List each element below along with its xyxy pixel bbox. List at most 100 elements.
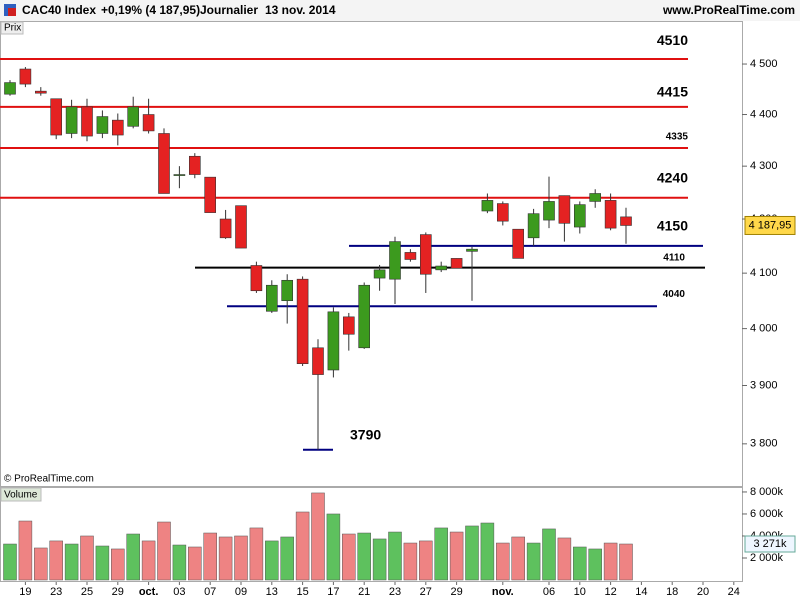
level-label: 4240 [657,169,688,185]
candle-body [158,133,170,194]
change: +0,19% (4 187,95) [101,3,200,17]
level-label: 4040 [663,289,686,300]
volume-bar [542,528,556,581]
candle-body [219,218,232,239]
x-tick-label: 24 [728,586,740,598]
volume-bar [403,542,418,581]
x-tick-label: 17 [327,586,339,598]
current-value-label: 3 271k [753,538,787,550]
candle-body [435,265,448,271]
volume-bar [357,532,371,581]
panel-tag [0,487,42,502]
volume-bar [573,546,587,581]
volume-bar [419,540,433,581]
volume-bar [172,544,187,581]
volume-bar [480,522,495,581]
current-value-box [744,215,796,235]
panel-label: Volume [4,490,38,501]
candle-body [450,258,463,269]
volume-bar [280,536,294,581]
candle-body [620,216,632,226]
volume-bar [157,521,171,581]
volume-bar [388,531,402,581]
candle-body [512,228,525,259]
x-tick-label: 20 [697,586,709,598]
volume-bar [80,535,94,581]
y-tick-label: 2 000k [750,552,784,564]
volume-bar [265,540,279,581]
candle-body [589,193,602,202]
candle-body [558,195,571,224]
x-tick-label: oct. [139,586,159,598]
panel-tag [0,21,24,35]
y-tick-label: 4 400 [750,108,778,120]
candle-body [496,203,509,222]
candle-body [173,174,186,176]
y-tick-label: 6 000k [750,508,784,520]
x-tick-label: 27 [420,586,432,598]
level-label: 3790 [350,426,381,442]
volume-bar [34,547,48,581]
volume-bar [95,545,110,581]
candle-body [404,252,417,260]
candle-body [419,234,432,275]
y-tick-label: 3 800 [750,438,778,450]
date: 13 nov. 2014 [265,3,336,17]
x-tick-label: 07 [204,586,216,598]
y-tick-label: 4 300 [750,160,778,172]
x-tick-label: 12 [604,586,616,598]
price-frame [0,21,743,487]
candle-body [34,90,47,94]
y-tick-label: 4 100 [750,267,778,279]
current-value-box [744,535,796,553]
x-tick-label: 29 [450,586,462,598]
candle-body [4,82,16,95]
volume-bar [372,538,387,581]
watermark: © ProRealTime.com [4,474,94,485]
x-tick-label: 18 [666,586,678,598]
candle-body [204,176,216,213]
volume-bar [342,533,356,581]
volume-bar [141,540,156,581]
volume-bar [449,531,464,581]
candle-body [543,201,555,221]
x-tick-label: 14 [635,586,647,598]
volume-bar [311,492,325,581]
volume-bar [18,520,33,581]
volume-bar [496,542,510,581]
x-tick-label: 03 [173,586,185,598]
candle-body [342,316,355,335]
candle-body [281,279,294,302]
level-label: 4510 [657,32,688,48]
site: www.ProRealTime.com [662,3,795,17]
volume-frame [0,487,743,582]
x-tick-label: 23 [50,586,62,598]
y-tick-label: 4 000 [750,323,778,335]
x-tick-label: 10 [574,586,586,598]
candle-body [65,106,78,134]
x-tick-label: 15 [296,586,308,598]
candle-body [604,200,617,229]
x-tick-label: 21 [358,586,370,598]
period: Journalier [200,3,258,17]
volume-bar [465,525,479,581]
level-label: 4110 [663,252,685,263]
candle-body [481,200,494,212]
volume-bar [111,548,125,581]
volume-bar [203,532,217,581]
candle-body [389,241,401,280]
candle-body [573,204,586,228]
candle-body [19,68,32,85]
volume-bar [234,535,248,581]
candle-body [81,106,93,137]
volume-bar [434,527,448,581]
volume-bar [326,513,341,581]
candle-body [127,106,139,127]
candle-body [527,213,540,239]
x-tick-label: 23 [389,586,401,598]
candle-body [312,347,324,375]
volume-bar [3,543,17,581]
volume-bar [603,542,618,581]
candle-body [235,205,247,249]
